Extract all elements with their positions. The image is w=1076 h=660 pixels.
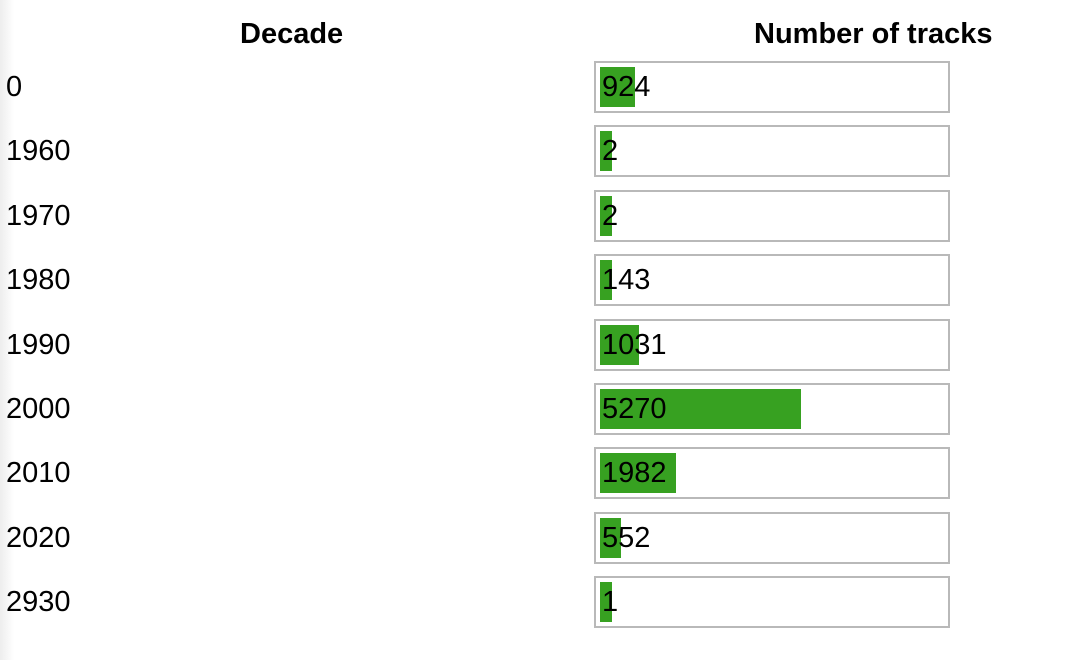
bar-value-label: 143 [602,264,651,297]
table-row: 2020 552 [0,510,1076,574]
table-row: 1960 2 [0,123,1076,187]
decade-label: 2930 [6,586,71,619]
bar-value-label: 552 [602,521,651,554]
table-row: 2000 5270 [0,381,1076,445]
decade-column-header: Decade [240,18,344,50]
decade-label: 1960 [6,135,71,168]
table-row: 2930 1 [0,574,1076,638]
bar-track: 143 [594,254,950,307]
decade-label: 0 [6,71,23,103]
bar [600,388,802,429]
decade-label: 1980 [6,264,71,297]
bar-track: 1982 [594,447,950,500]
decade-label: 1970 [6,199,71,232]
bar-value-label: 2 [602,135,619,168]
table-row: 1970 2 [0,188,1076,252]
bar-value-label: 5270 [602,392,667,425]
bar [600,195,612,236]
bar-track: 924 [594,61,950,113]
bar-value-label: 2 [602,199,619,232]
bar-value-label: 1 [602,586,619,619]
bar-value-label: 1982 [602,457,667,490]
bar-track: 552 [594,511,950,564]
table-row: 1980 143 [0,252,1076,316]
table-row: 1990 1031 [0,317,1076,381]
bar-track: 2 [594,189,950,242]
table-row: 0 924 [0,59,1076,123]
table-row: 2010 1982 [0,445,1076,509]
bar [600,67,636,107]
bar-value-label: 924 [602,71,651,103]
bar [600,131,612,172]
bar [600,453,676,494]
decade-label: 2020 [6,521,71,554]
table-header: Decade Number of tracks [0,14,1076,58]
bar [600,517,622,558]
tracks-column-header: Number of tracks [754,18,993,50]
decade-label: 2010 [6,457,71,490]
bar [600,260,612,301]
table-body: 0 924 1960 2 1970 2 1980 143 1990 1031 2000 5270 201… [0,59,1076,639]
bar-value-label: 1031 [602,328,667,361]
bar [600,582,612,623]
bar-track: 5270 [594,382,950,435]
decade-label: 2000 [6,392,71,425]
bar [600,324,640,365]
bar-track: 1031 [594,318,950,371]
bar-track: 1 [594,576,950,629]
bar-track: 2 [594,125,950,178]
decade-label: 1990 [6,328,71,361]
